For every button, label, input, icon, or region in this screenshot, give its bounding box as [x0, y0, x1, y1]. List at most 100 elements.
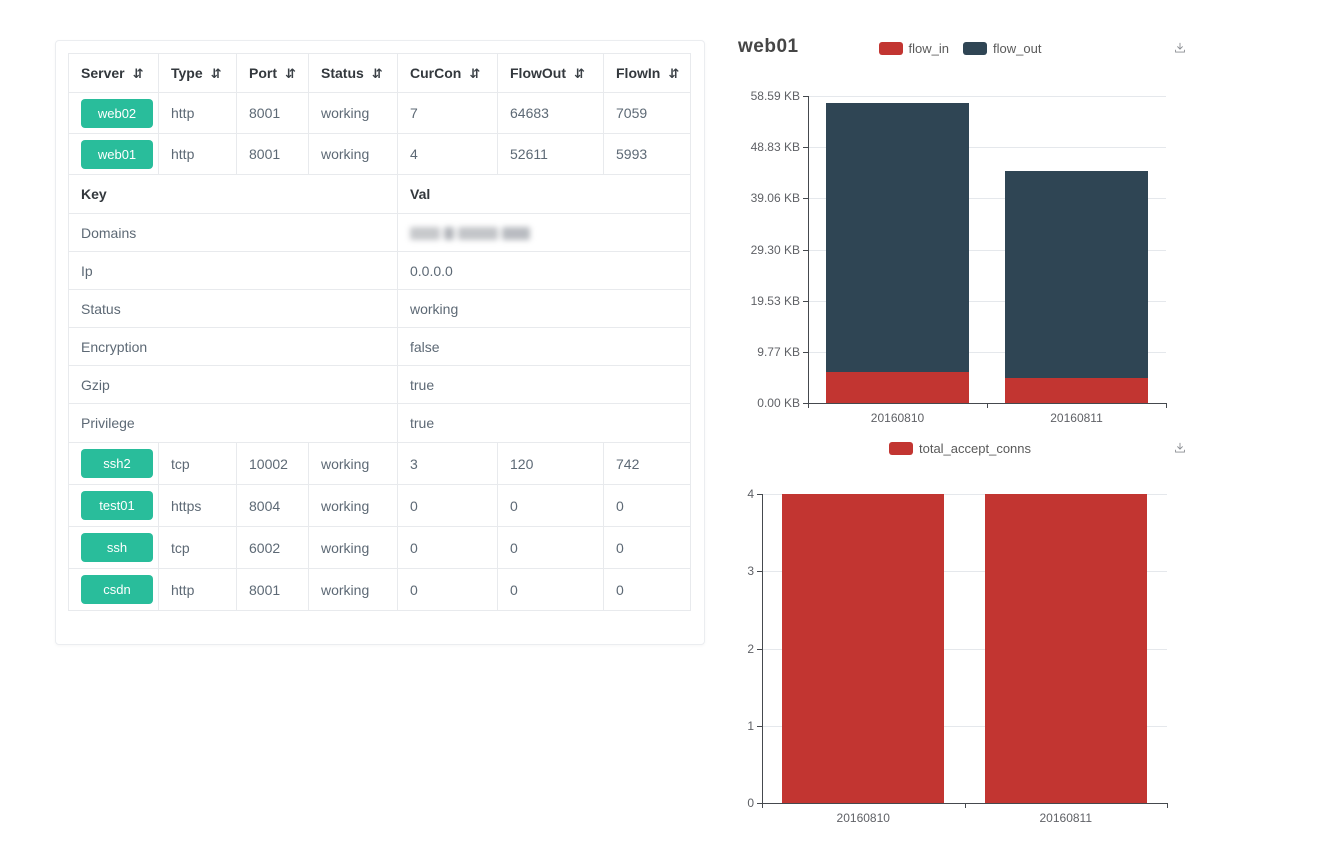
cell-flowin: 0 — [603, 484, 691, 527]
col-header-type[interactable]: Type ⇵ — [158, 53, 237, 93]
col-header-flowout[interactable]: FlowOut ⇵ — [497, 53, 604, 93]
legend-swatch — [888, 441, 913, 455]
kv-header-row: Key Val — [68, 174, 691, 214]
server-badge-web02[interactable]: web02 — [81, 98, 153, 128]
bar-segment-flow_in — [825, 372, 970, 403]
y-axis-line — [762, 494, 763, 804]
save-as-image-button[interactable] — [1168, 436, 1192, 460]
col-label: Status — [321, 64, 364, 81]
y-gridline — [762, 648, 1167, 650]
y-gridline — [808, 351, 1166, 353]
y-gridline — [808, 300, 1166, 302]
cell-flowin: 742 — [603, 442, 691, 485]
kv-key: Domains — [68, 213, 398, 252]
sort-icon[interactable]: ⇵ — [469, 66, 480, 82]
y-axis-label: 29.30 KB — [750, 242, 800, 257]
server-badge-ssh[interactable]: ssh — [81, 533, 153, 562]
cell-flowout: 0 — [497, 526, 604, 569]
kv-val: true — [397, 365, 691, 404]
table-row: csdn http 8001 working 0 0 0 — [68, 568, 691, 611]
kv-key: Gzip — [68, 365, 398, 404]
y-gridline — [762, 494, 1167, 495]
cell-status: working — [308, 568, 398, 611]
legend-item-flow_in[interactable]: flow_in — [878, 40, 950, 56]
sort-icon[interactable]: ⇵ — [668, 66, 679, 82]
col-header-server[interactable]: Server ⇵ — [68, 53, 159, 93]
cell-port: 8001 — [236, 92, 309, 134]
col-header-flowin[interactable]: FlowIn ⇵ — [603, 53, 691, 93]
table-row: ssh2 tcp 10002 working 3 120 742 — [68, 442, 691, 485]
redacted-domain-value — [410, 227, 530, 241]
cell-port: 8001 — [236, 568, 309, 611]
y-axis-tick — [803, 147, 808, 149]
y-axis-line — [808, 96, 809, 404]
server-badge-ssh2[interactable]: ssh2 — [81, 449, 153, 478]
cell-flowout: 120 — [497, 442, 604, 485]
bar-segment-flow_out — [825, 103, 970, 373]
cell-curcon: 0 — [397, 568, 498, 611]
chart-title: web01 — [738, 36, 799, 57]
x-axis-label: 20160810 — [836, 811, 890, 825]
legend-label: total_accept_conns — [918, 440, 1032, 456]
bar-segment-flow_out — [1004, 170, 1149, 378]
table-row: web02 http 8001 working 7 64683 7059 — [68, 92, 691, 134]
col-header-port[interactable]: Port ⇵ — [236, 53, 309, 93]
x-axis-label: 20160811 — [1050, 411, 1103, 425]
legend-swatch — [878, 41, 903, 55]
y-axis-label: 19.53 KB — [750, 293, 800, 308]
bar-segment-flow_in — [1004, 377, 1149, 403]
table-row: web01 http 8001 working 4 52611 5993 — [68, 133, 691, 175]
y-axis-tick — [757, 803, 762, 804]
x-axis-tick — [808, 403, 809, 408]
y-axis-label: 4 — [747, 487, 754, 501]
y-axis-tick — [803, 351, 808, 353]
col-header-status[interactable]: Status ⇵ — [308, 53, 398, 93]
x-axis-tick — [1167, 803, 1168, 808]
sort-icon[interactable]: ⇵ — [285, 66, 296, 82]
kv-row-domains: Domains — [68, 213, 691, 252]
sort-icon[interactable]: ⇵ — [210, 66, 222, 82]
cell-type: http — [158, 568, 237, 611]
legend-item-flow_out[interactable]: flow_out — [963, 41, 1041, 56]
kv-val: 0.0.0.0 — [397, 251, 691, 290]
legend-swatch — [963, 41, 988, 55]
server-badge-csdn[interactable]: csdn — [81, 575, 153, 604]
cell-status: working — [308, 526, 398, 569]
sort-icon[interactable]: ⇵ — [574, 66, 585, 82]
kv-row-status: Status working — [68, 289, 691, 328]
save-as-image-button[interactable] — [1168, 36, 1192, 60]
col-header-curcon[interactable]: CurCon ⇵ — [397, 53, 498, 93]
kv-key: Privilege — [68, 403, 398, 443]
legend-label: flow_in — [908, 40, 950, 56]
legend-item-total_accept_conns[interactable]: total_accept_conns — [888, 440, 1032, 456]
cell-port: 8004 — [236, 484, 309, 527]
table-row: test01 https 8004 working 0 0 0 — [68, 484, 691, 527]
legend-label: flow_out — [993, 40, 1042, 56]
sort-icon[interactable]: ⇵ — [371, 66, 383, 82]
col-label: Port — [249, 64, 277, 81]
col-label: CurCon — [410, 64, 462, 81]
cell-flowout: 52611 — [497, 133, 604, 175]
sort-icon[interactable]: ⇵ — [132, 66, 144, 82]
col-label: FlowOut — [510, 64, 566, 81]
kv-key: Ip — [68, 251, 398, 290]
y-axis-tick — [757, 648, 762, 650]
y-gridline — [808, 249, 1166, 251]
cell-port: 8001 — [236, 133, 309, 175]
x-axis-label: 20160810 — [870, 411, 925, 425]
cell-type: http — [158, 92, 237, 134]
y-axis-label: 39.06 KB — [750, 191, 800, 206]
x-axis-tick — [1166, 403, 1167, 408]
server-badge-test01[interactable]: test01 — [81, 491, 153, 520]
server-badge-web01[interactable]: web01 — [81, 139, 153, 169]
kv-key: Status — [68, 289, 398, 328]
cell-status: working — [308, 442, 398, 485]
chart-legend: flow_in flow_out — [720, 40, 1200, 56]
y-axis-label: 48.83 KB — [750, 140, 800, 155]
col-label: FlowIn — [616, 64, 661, 81]
table-header-row: Server ⇵ Type ⇵ Port ⇵ Status ⇵ CurCon ⇵ Flow… — [68, 53, 691, 93]
y-gridline — [762, 725, 1167, 727]
kv-header-val: Val — [397, 174, 691, 214]
cell-flowin: 0 — [603, 568, 691, 611]
y-gridline — [808, 147, 1166, 149]
